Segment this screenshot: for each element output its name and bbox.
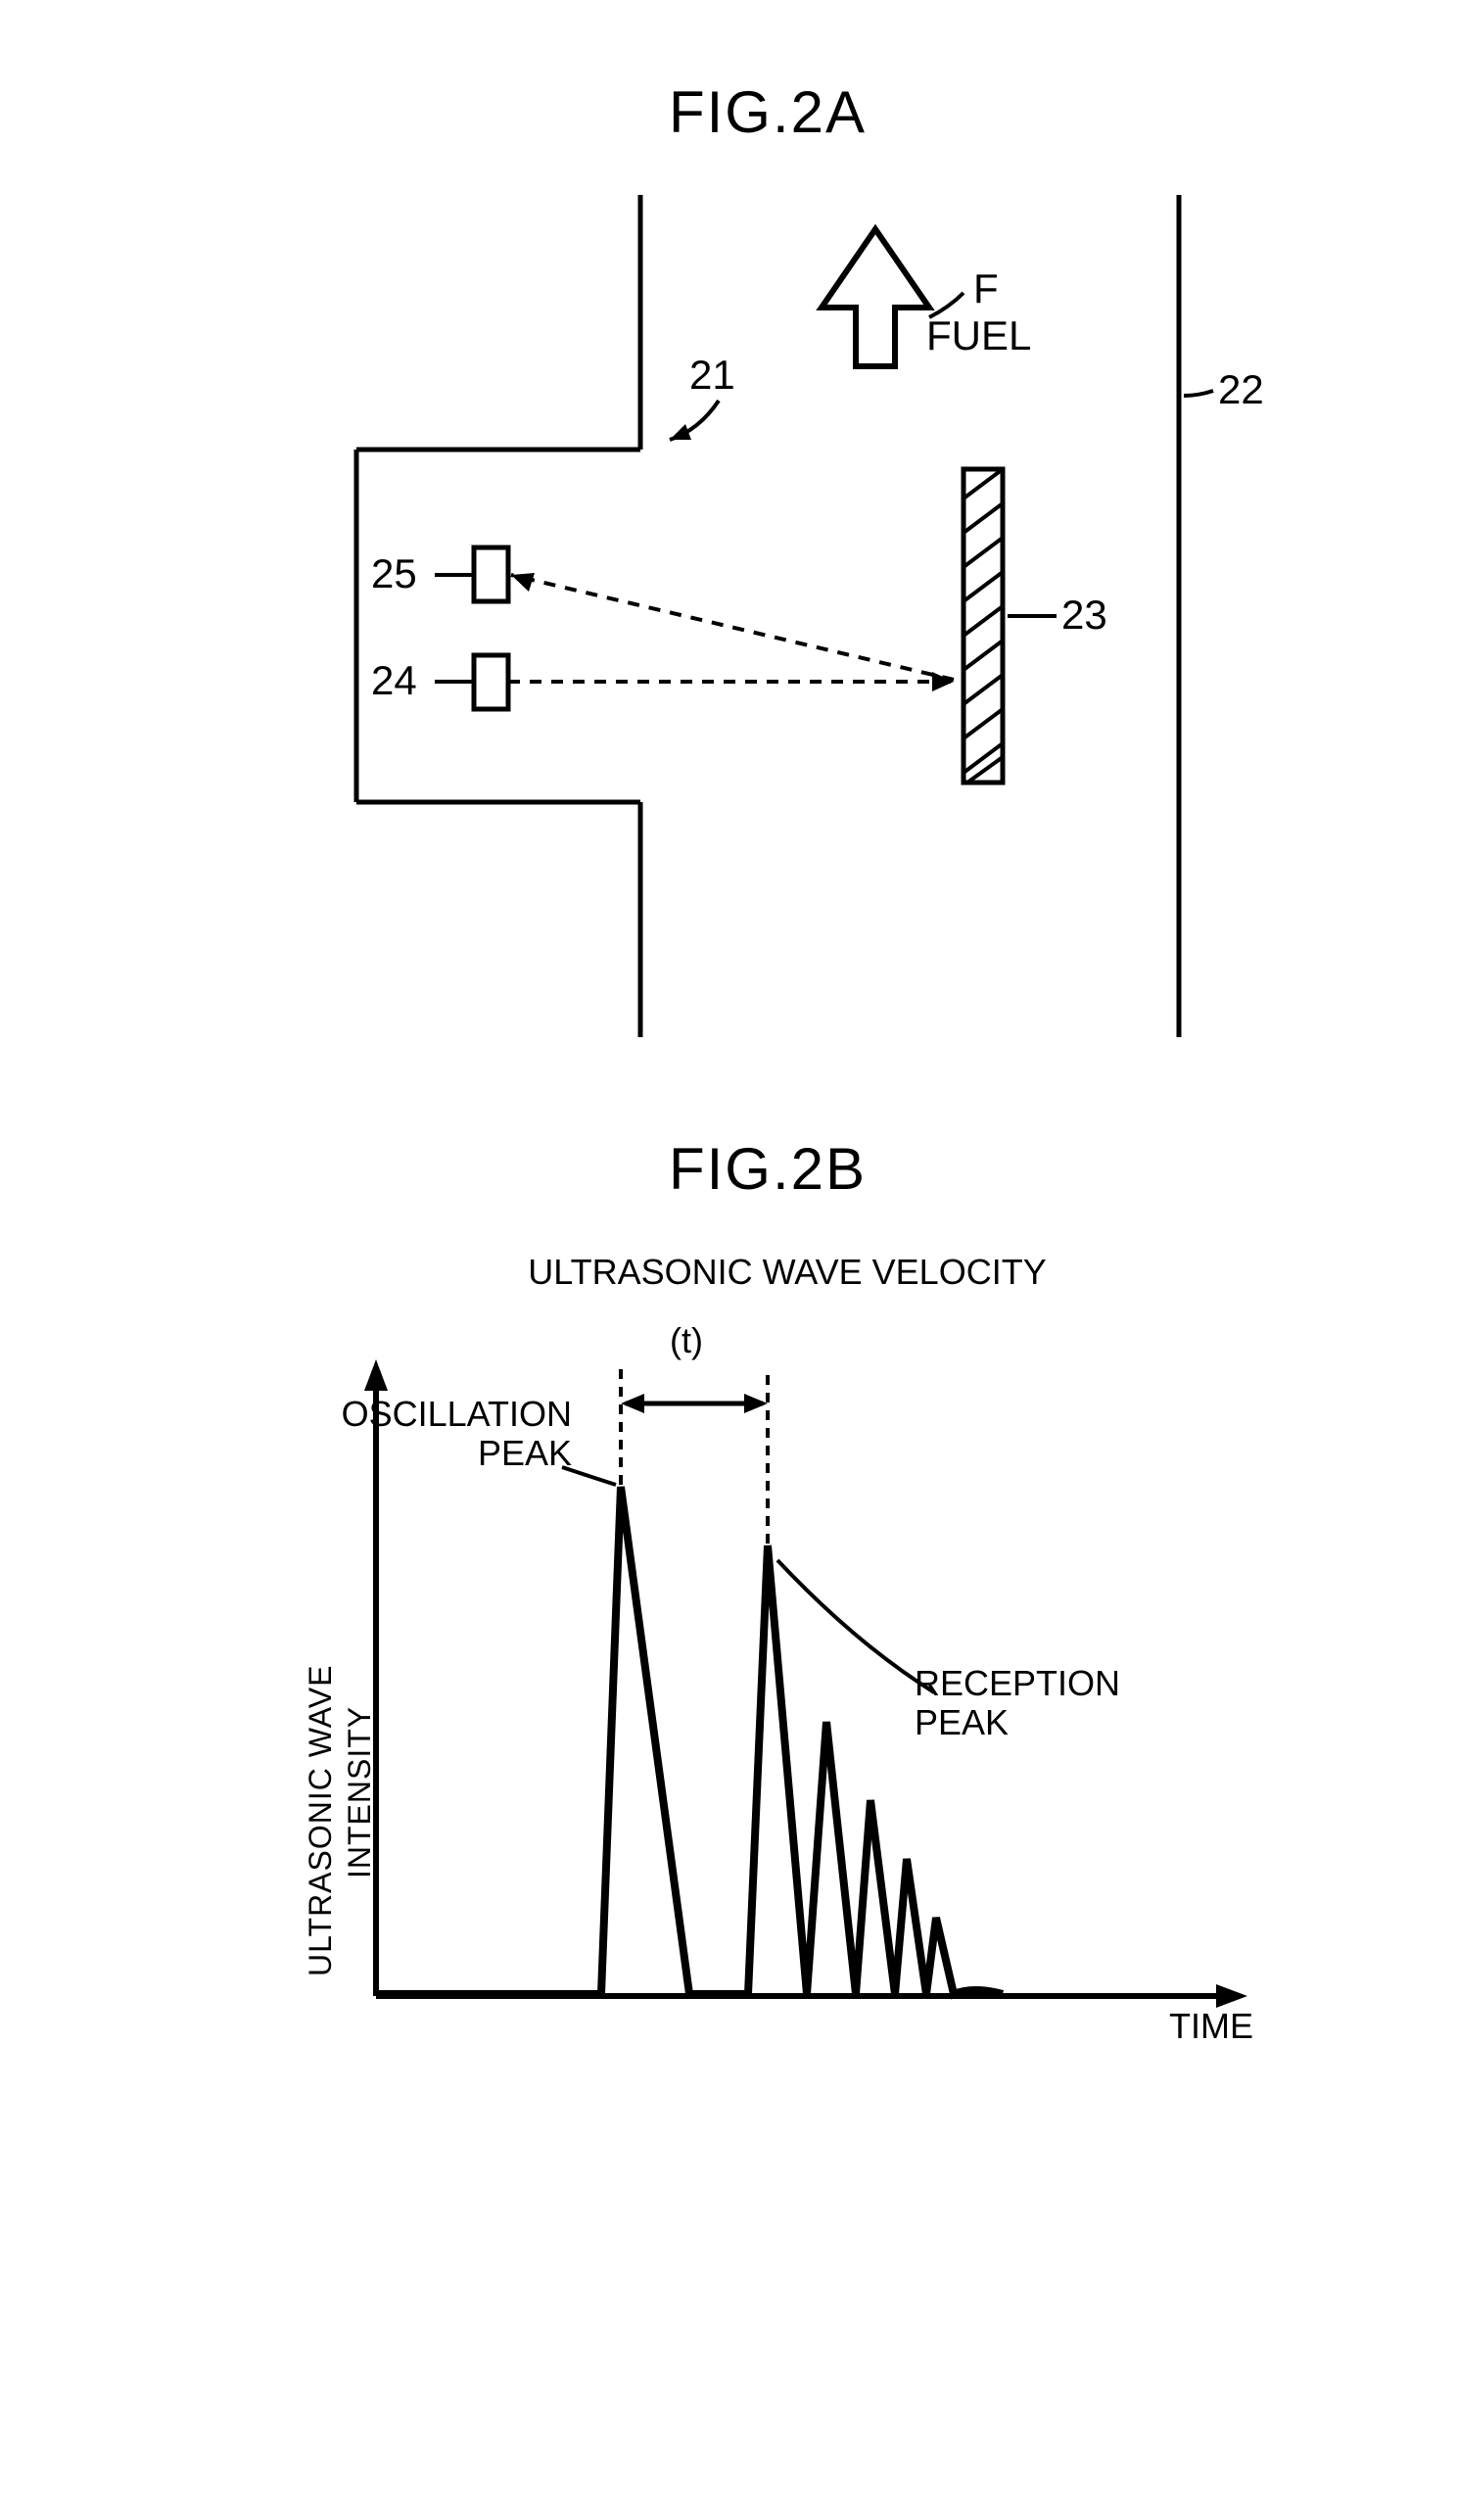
label-25: 25: [371, 550, 417, 597]
fig2b-title: FIG.2B: [39, 1135, 1457, 1203]
label-yaxis-1: ULTRASONIC WAVE: [303, 1665, 339, 1976]
label-t: (t): [670, 1320, 703, 1361]
fig2a-diagram: 21 22 23 24 25 F FUEL: [278, 175, 1257, 1057]
label-rec-peak-1: RECEPTION: [915, 1663, 1120, 1704]
label-osc-peak-2: PEAK: [327, 1433, 572, 1474]
label-yaxis-2: INTENSITY: [342, 1706, 378, 1878]
label-velocity: ULTRASONIC WAVE VELOCITY: [445, 1252, 1130, 1293]
label-xaxis: TIME: [1169, 2006, 1253, 2047]
label-22: 22: [1218, 366, 1264, 413]
label-rec-peak-2: PEAK: [915, 1702, 1009, 1743]
fig2b-chart: ULTRASONIC WAVE VELOCITY (t) OSCILLATION…: [229, 1232, 1306, 2211]
label-f: F: [973, 265, 999, 312]
label-fuel: FUEL: [926, 312, 1031, 359]
label-24: 24: [371, 657, 417, 704]
label-osc-peak-1: OSCILLATION: [327, 1394, 572, 1435]
label-21: 21: [689, 352, 735, 399]
fig2a-title: FIG.2A: [39, 78, 1457, 146]
label-23: 23: [1061, 592, 1107, 639]
